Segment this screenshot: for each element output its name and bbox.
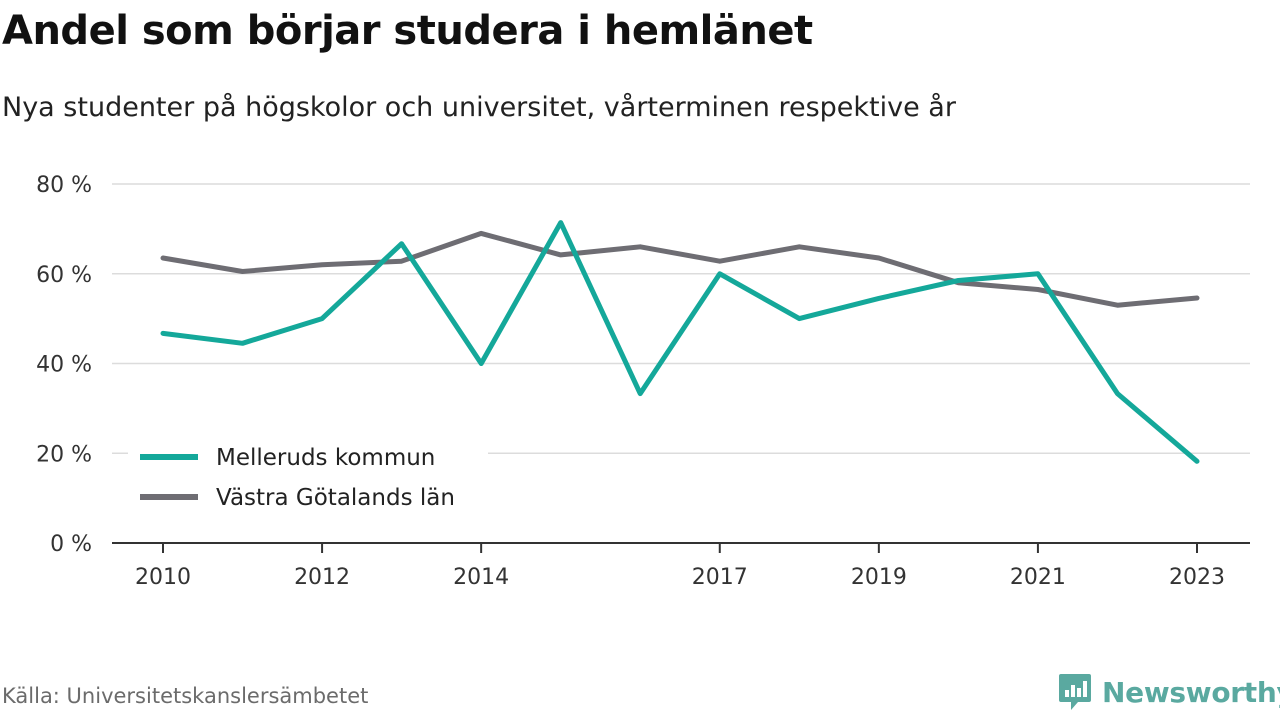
brand-name: Newsworthy bbox=[1102, 675, 1280, 709]
x-tick-label: 2019 bbox=[851, 565, 907, 590]
series-line-melleruds-kommun bbox=[160, 220, 1200, 464]
y-tick-label: 20 % bbox=[36, 442, 92, 467]
legend-label-melleruds-kommun: Melleruds kommun bbox=[216, 445, 435, 471]
y-tick-label: 40 % bbox=[36, 353, 92, 378]
x-tick-label: 2023 bbox=[1169, 565, 1225, 590]
x-tick-label: 2010 bbox=[135, 565, 191, 590]
y-tick-label: 60 % bbox=[36, 263, 92, 288]
y-axis-ticks: 0 % 20 % 40 % 60 % 80 % bbox=[36, 173, 92, 557]
x-tick-label: 2021 bbox=[1010, 565, 1066, 590]
legend: Melleruds kommun Västra Götalands län bbox=[128, 432, 488, 520]
legend-label-vastra-gotalands-lan: Västra Götalands län bbox=[216, 485, 455, 511]
y-tick-label: 0 % bbox=[50, 532, 92, 557]
series-lines bbox=[160, 220, 1200, 464]
chart-subtitle: Nya studenter på högskolor och universit… bbox=[2, 92, 956, 123]
legend-background bbox=[128, 432, 488, 520]
grid-lines bbox=[112, 183, 1250, 454]
series-line-vastra-gotalands-lan bbox=[160, 230, 1200, 308]
y-tick-label: 80 % bbox=[36, 173, 92, 198]
x-tick-label: 2012 bbox=[294, 565, 350, 590]
source-note: Källa: Universitetskanslersämbetet bbox=[2, 684, 369, 708]
x-tick-label: 2014 bbox=[453, 565, 509, 590]
x-axis: 2010 2012 2014 2017 2019 2021 2023 bbox=[112, 542, 1250, 590]
newsworthy-logo-icon bbox=[1059, 674, 1091, 710]
chart-title: Andel som börjar studera i hemlänet bbox=[2, 8, 813, 54]
x-tick-label: 2017 bbox=[692, 565, 748, 590]
newsworthy-logo: Newsworthy bbox=[1058, 670, 1280, 714]
